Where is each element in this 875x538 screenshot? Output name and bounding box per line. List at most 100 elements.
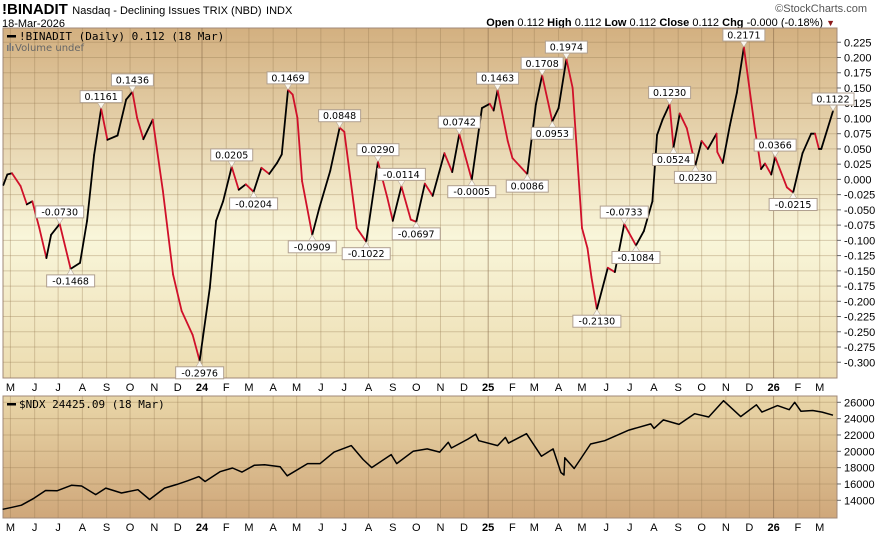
lower-month-label: A <box>650 522 658 534</box>
trix-segment-rising <box>79 219 88 264</box>
low-value: 0.112 <box>629 17 657 29</box>
annotation-box <box>652 152 696 166</box>
annotation-box <box>505 179 549 193</box>
trix-segment-falling <box>506 140 514 159</box>
annotation-box <box>175 366 225 380</box>
trix-segment-falling <box>764 162 773 176</box>
upper-month-label: J <box>342 382 348 394</box>
close-value: 0.112 <box>692 17 720 29</box>
value-annotation: 0.0953 <box>530 120 574 140</box>
trix-segment-rising <box>661 103 671 121</box>
trix-segment-falling <box>343 130 358 230</box>
annotation-text: -0.1468 <box>52 276 89 287</box>
lower-month-label: J <box>55 522 61 534</box>
trix-segment-rising <box>551 107 560 123</box>
upper-month-label: J <box>55 382 61 394</box>
annotation-text: 0.0205 <box>215 150 248 161</box>
trix-segment-rising <box>656 118 664 136</box>
lower-y-tick-label: 26000 <box>844 397 875 409</box>
upper-y-tick-label: 0.050 <box>844 144 872 156</box>
annotation-text: -0.1022 <box>348 249 385 260</box>
value-annotation: 0.0524 <box>652 146 696 166</box>
trix-segment-falling <box>623 223 637 247</box>
trix-segment-falling <box>191 333 201 362</box>
annotation-box <box>110 73 154 87</box>
annotation-text: -0.0204 <box>235 199 272 210</box>
value-annotation: 0.0848 <box>318 109 362 129</box>
upper-y-tick-label: -0.050 <box>844 205 875 217</box>
upper-month-label: S <box>675 382 682 394</box>
trix-segment-falling <box>458 133 473 181</box>
annotation-box <box>437 115 481 129</box>
upper-y-tick-label: -0.275 <box>844 342 875 354</box>
trix-segment-rising <box>106 134 119 141</box>
trix-segment-falling <box>581 227 589 250</box>
value-annotation: 0.1974 <box>544 40 588 60</box>
annotation-text: 0.1161 <box>85 92 118 103</box>
down-arrow-icon: ▼ <box>826 18 835 28</box>
ndx-price-line <box>2 399 834 511</box>
chg-value: -0.000 (-0.18%) <box>746 17 824 29</box>
upper-month-label: J <box>627 382 633 394</box>
lower-y-tick-label: 20000 <box>844 446 875 458</box>
value-annotation: 0.2171 <box>722 28 766 48</box>
trix-segment-rising <box>415 182 426 223</box>
upper-month-label: M <box>244 382 253 394</box>
upper-month-label: F <box>509 382 516 394</box>
annotation-box <box>611 250 661 264</box>
trix-segment-falling <box>136 116 145 141</box>
lower-month-label: M <box>530 522 539 534</box>
trix-segment-falling <box>785 186 795 194</box>
trix-segment-rising <box>801 132 813 155</box>
trix-segment-falling <box>58 222 72 270</box>
stockcharts-logo[interactable]: ©StockCharts.com <box>775 3 867 15</box>
upper-month-label: N <box>437 382 445 394</box>
trix-segment-falling <box>443 152 454 173</box>
legend-swatch <box>7 403 16 406</box>
annotation-text: 0.1436 <box>116 75 149 86</box>
annotation-box <box>530 126 574 140</box>
value-annotation: -0.1022 <box>341 241 391 261</box>
upper-y-tick-label: 0.000 <box>844 174 872 186</box>
upper-month-label: 25 <box>482 382 494 394</box>
annotation-text: 0.1122 <box>816 95 849 106</box>
trix-segment-falling <box>400 185 412 221</box>
upper-y-tick-label: -0.025 <box>844 190 875 202</box>
lower-month-label: 26 <box>767 522 779 534</box>
lower-month-label: A <box>555 522 563 534</box>
upper-y-tick-label: -0.075 <box>844 220 875 232</box>
trix-segment-falling <box>151 118 164 192</box>
trix-segment-falling <box>496 89 509 142</box>
annotation-text: -0.2130 <box>579 317 616 328</box>
upper-month-label: M <box>577 382 586 394</box>
trix-segment-falling <box>100 107 109 141</box>
upper-y-tick-label: -0.125 <box>844 251 875 263</box>
lower-y-tick-label: 14000 <box>844 495 875 507</box>
high-label: High <box>547 17 572 29</box>
lower-month-label: 24 <box>196 522 209 534</box>
trix-segment-rising <box>318 169 332 209</box>
lower-month-label: J <box>627 522 633 534</box>
upper-month-label: N <box>150 382 158 394</box>
upper-month-label: O <box>697 382 706 394</box>
upper-month-label: A <box>365 382 373 394</box>
annotation-text: -0.2976 <box>181 368 218 379</box>
trix-segment-falling <box>260 166 271 175</box>
trix-segment-rising <box>2 173 9 186</box>
lower-month-label: O <box>126 522 135 534</box>
trix-segment-rising <box>770 156 777 176</box>
trix-segment-rising <box>431 152 446 197</box>
chart-date: 18-Mar-2026 <box>2 18 65 30</box>
value-annotation: 0.0366 <box>753 138 797 158</box>
value-annotation: -0.0114 <box>376 167 426 187</box>
trix-segment-falling <box>38 227 48 259</box>
annotation-box <box>318 109 362 123</box>
annotation-box <box>811 92 855 106</box>
lower-month-label: F <box>794 522 801 534</box>
value-annotation: -0.2976 <box>175 360 225 380</box>
trix-segment-falling <box>814 132 820 150</box>
trix-segment-falling <box>565 58 574 89</box>
lower-month-label: A <box>79 522 87 534</box>
trix-segment-rising <box>595 266 609 311</box>
upper-month-label: A <box>79 382 87 394</box>
